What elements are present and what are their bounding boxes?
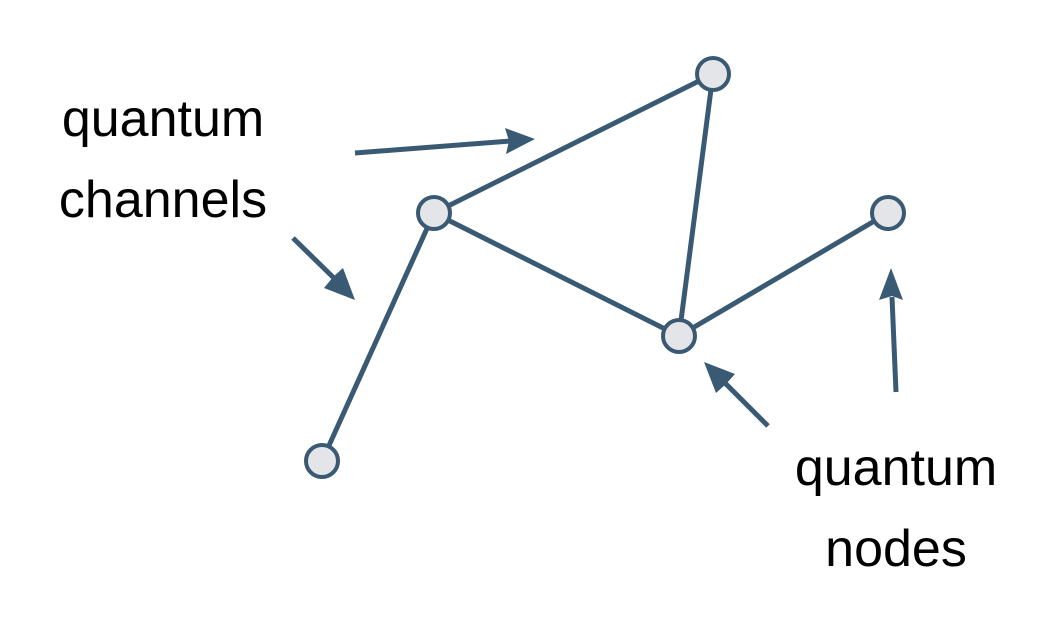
nodes-label-line2: nodes <box>825 520 967 578</box>
channels-arrow-upper-head <box>505 128 535 154</box>
quantum-node-top <box>695 56 731 92</box>
channels-label-line2: channels <box>59 171 267 229</box>
nodes-arrow-right-head <box>879 268 903 300</box>
nodes-label-line1: quantum <box>795 439 997 497</box>
nodes-arrow-right <box>889 296 899 393</box>
channels-arrow-upper <box>354 138 511 156</box>
quantum-node-center <box>661 318 697 354</box>
channels-arrow-lower-head <box>324 268 355 300</box>
nodes-label: quantum nodes <box>795 439 997 578</box>
channels-arrow-lower <box>291 236 342 286</box>
nodes-arrow-left-head <box>704 362 735 393</box>
quantum-node-left <box>416 195 452 231</box>
channels-label-line1: quantum <box>62 90 264 148</box>
edges <box>319 71 891 464</box>
nodes <box>304 56 906 479</box>
channel-edge-left-bottomleft <box>319 210 437 464</box>
channel-edge-top-center <box>676 71 716 339</box>
channels-label: quantum channels <box>59 90 267 229</box>
channel-edge-center-right <box>676 210 891 339</box>
quantum-node-right <box>870 195 906 231</box>
channel-edge-left-top <box>431 71 716 216</box>
quantum-node-bottom-left <box>304 443 340 479</box>
channel-edge-left-center <box>431 210 682 339</box>
annotation-arrows <box>291 128 903 428</box>
nodes-arrow-left <box>718 376 770 428</box>
